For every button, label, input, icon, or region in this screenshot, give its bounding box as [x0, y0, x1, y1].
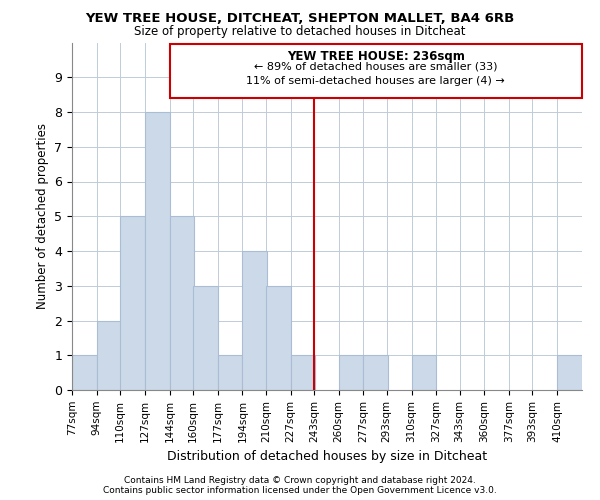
- Text: 11% of semi-detached houses are larger (4) →: 11% of semi-detached houses are larger (…: [247, 76, 505, 86]
- Bar: [72, 355, 97, 390]
- Bar: [120, 216, 145, 390]
- Bar: [338, 355, 364, 390]
- Bar: [412, 355, 436, 390]
- Text: YEW TREE HOUSE: 236sqm: YEW TREE HOUSE: 236sqm: [287, 50, 465, 63]
- Bar: [97, 320, 122, 390]
- Bar: [170, 216, 194, 390]
- X-axis label: Distribution of detached houses by size in Ditcheat: Distribution of detached houses by size …: [167, 450, 487, 463]
- Text: YEW TREE HOUSE, DITCHEAT, SHEPTON MALLET, BA4 6RB: YEW TREE HOUSE, DITCHEAT, SHEPTON MALLET…: [85, 12, 515, 26]
- Bar: [242, 251, 267, 390]
- Text: Size of property relative to detached houses in Ditcheat: Size of property relative to detached ho…: [134, 25, 466, 38]
- Bar: [218, 355, 242, 390]
- Bar: [266, 286, 290, 390]
- Text: Contains public sector information licensed under the Open Government Licence v3: Contains public sector information licen…: [103, 486, 497, 495]
- Bar: [193, 286, 218, 390]
- Bar: [364, 355, 388, 390]
- Bar: [290, 355, 316, 390]
- Bar: [145, 112, 170, 390]
- Y-axis label: Number of detached properties: Number of detached properties: [36, 123, 49, 309]
- Text: Contains HM Land Registry data © Crown copyright and database right 2024.: Contains HM Land Registry data © Crown c…: [124, 476, 476, 485]
- Bar: [170, 44, 582, 98]
- Text: ← 89% of detached houses are smaller (33): ← 89% of detached houses are smaller (33…: [254, 62, 497, 72]
- Bar: [557, 355, 582, 390]
